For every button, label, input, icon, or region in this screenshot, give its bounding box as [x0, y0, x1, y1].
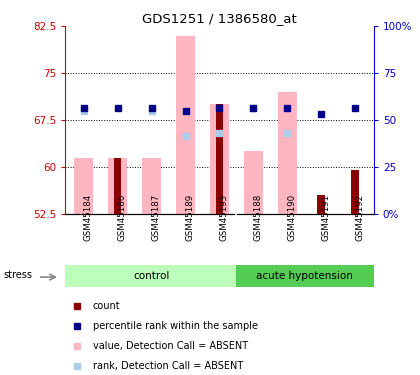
Text: GSM45192: GSM45192: [355, 194, 364, 242]
Bar: [114, 158, 121, 214]
Bar: [278, 92, 297, 214]
Text: rank, Detection Call = ABSENT: rank, Detection Call = ABSENT: [93, 360, 243, 370]
Bar: [142, 158, 161, 214]
Bar: [108, 158, 127, 214]
Text: control: control: [134, 271, 170, 281]
Text: GSM45188: GSM45188: [253, 194, 262, 242]
Text: GSM45189: GSM45189: [186, 194, 194, 242]
Text: value, Detection Call = ABSENT: value, Detection Call = ABSENT: [93, 340, 248, 351]
Text: count: count: [93, 301, 121, 311]
Text: GSM45187: GSM45187: [152, 194, 160, 242]
Text: stress: stress: [3, 270, 32, 280]
Bar: [65, 265, 236, 287]
Text: GSM45190: GSM45190: [287, 194, 296, 242]
Text: GSM45191: GSM45191: [321, 194, 330, 242]
Text: GSM45186: GSM45186: [118, 194, 127, 242]
Bar: [236, 265, 374, 287]
Bar: [244, 151, 262, 214]
Bar: [176, 36, 195, 214]
Bar: [74, 158, 93, 214]
Bar: [210, 104, 229, 214]
Text: percentile rank within the sample: percentile rank within the sample: [93, 321, 258, 331]
Title: GDS1251 / 1386580_at: GDS1251 / 1386580_at: [142, 12, 297, 25]
Bar: [318, 195, 325, 214]
Bar: [216, 104, 223, 214]
Bar: [352, 170, 359, 214]
Text: acute hypotension: acute hypotension: [256, 271, 353, 281]
Text: GSM45193: GSM45193: [220, 194, 228, 242]
Text: GSM45184: GSM45184: [84, 194, 93, 242]
